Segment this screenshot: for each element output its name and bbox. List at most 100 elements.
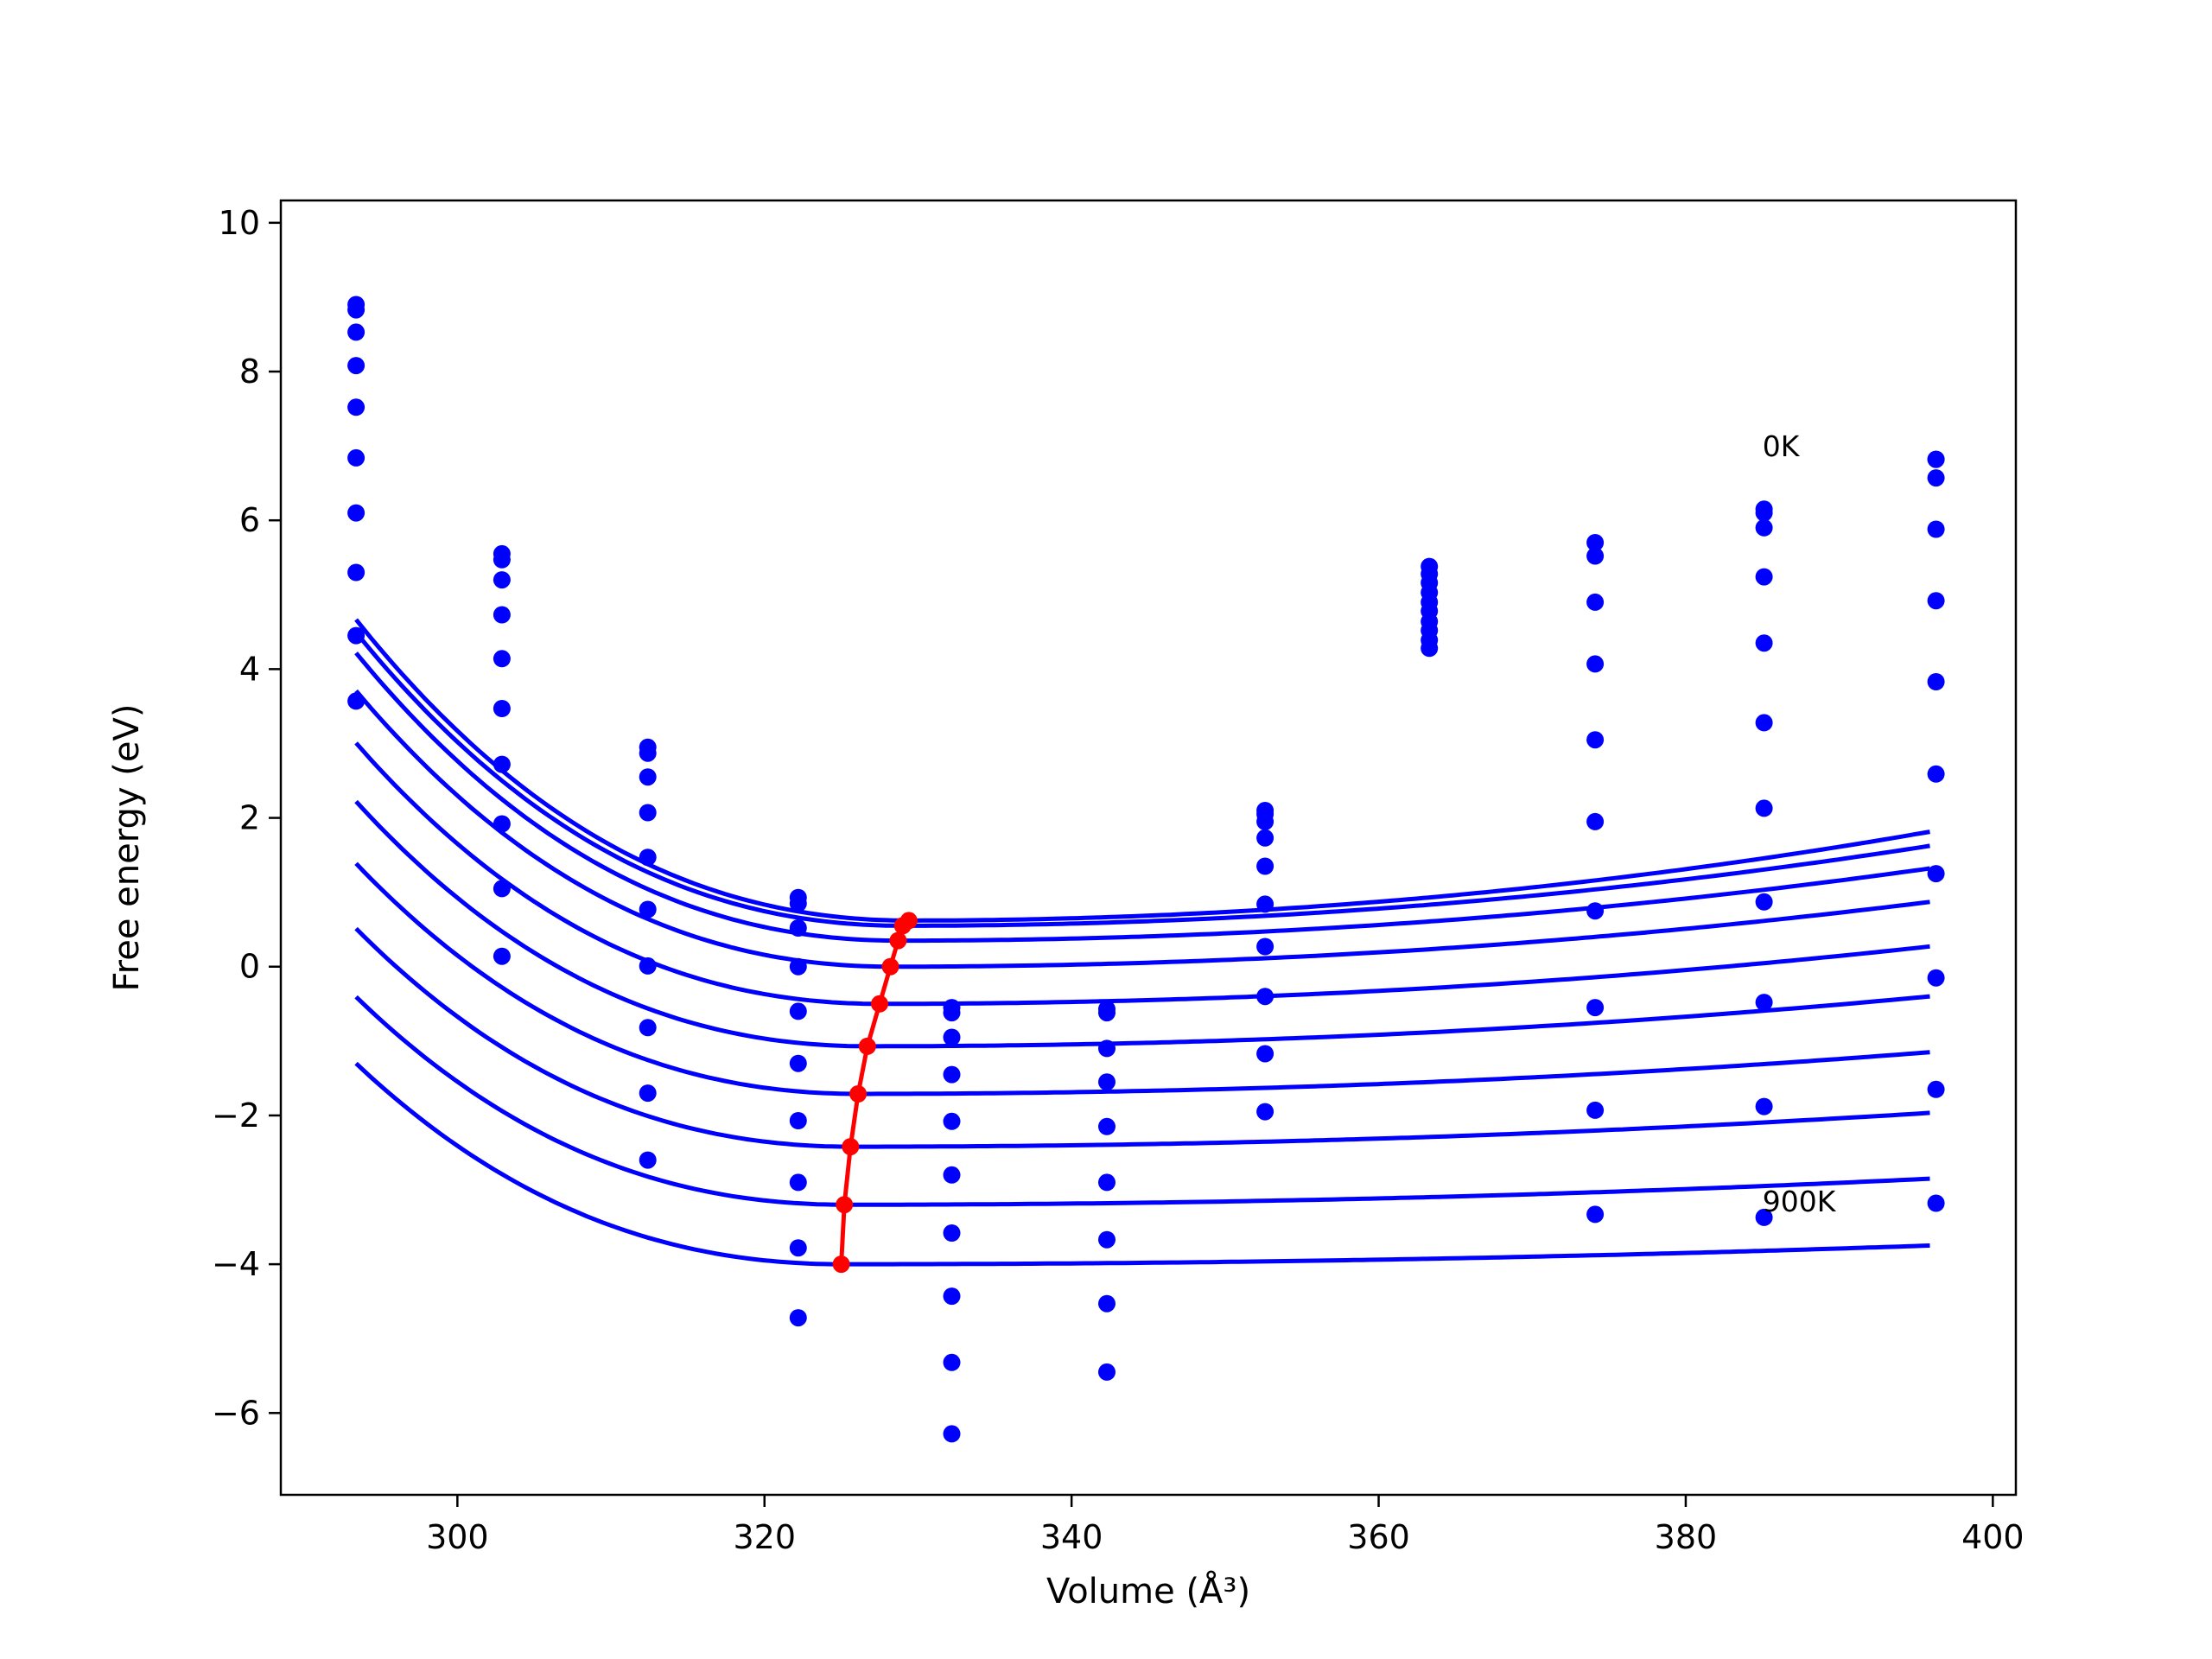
data-point [493,550,511,569]
data-point [1098,1363,1116,1381]
data-point [1927,469,1945,487]
data-point [943,1112,961,1130]
data-point [639,849,657,867]
data-point [639,1084,657,1103]
data-point [493,650,511,668]
data-point [639,957,657,975]
fit-curve-5 [354,799,1930,1049]
data-point [1586,655,1605,673]
data-point [789,1173,807,1192]
data-point [1098,1294,1116,1313]
data-point [943,1425,961,1443]
minimum-point [858,1037,876,1055]
data-point [789,1054,807,1072]
minimum-point [836,1196,854,1214]
data-point [1586,593,1605,611]
data-point [493,755,511,773]
data-point [1755,994,1773,1012]
data-point [1755,1208,1773,1226]
data-point [1755,504,1773,522]
data-point [789,1239,807,1257]
data-point [493,947,511,965]
data-point [639,1019,657,1037]
data-point [1098,1073,1116,1091]
data-point [493,815,511,833]
data-point [1755,634,1773,652]
data-point [1927,520,1945,538]
minimum-point [832,1255,850,1274]
y-tick-label: −2 [212,1096,260,1135]
data-point [1927,592,1945,610]
data-point [1755,518,1773,537]
axes-frame [279,199,2018,1497]
data-point [943,1166,961,1184]
y-tick-label: 2 [239,799,260,837]
fit-curve-2 [354,652,1930,944]
data-point [1755,893,1773,911]
data-point [347,448,365,467]
data-point [1098,1117,1116,1135]
minimum-point [849,1085,868,1103]
minimum-point [881,957,899,976]
data-point [1586,534,1605,551]
data-points [347,296,1945,1443]
x-tick-label: 340 [1040,1518,1103,1556]
data-point [1586,902,1605,920]
fit-curves [354,618,1930,1267]
data-point [347,563,365,582]
data-point [347,504,365,522]
fit-curve-3 [354,689,1930,969]
data-point [1421,639,1439,658]
x-tick-label: 320 [733,1518,796,1556]
y-axis: −6 −4 −2 0 2 4 6 8 10 [212,204,281,1432]
data-point [1098,1230,1116,1249]
x-axis: 300 320 340 360 380 400 [426,1495,2024,1556]
data-point [789,919,807,937]
x-tick-label: 300 [426,1518,489,1556]
data-point [493,880,511,898]
data-point [943,1065,961,1084]
data-point [1927,1080,1945,1098]
y-tick-label: −4 [212,1245,260,1283]
plot-area [347,296,1945,1443]
x-tick-label: 400 [1961,1518,2024,1556]
data-point [1256,829,1274,847]
data-point [1586,547,1605,565]
data-point [789,894,807,912]
y-tick-label: 4 [239,650,260,688]
data-point [789,1309,807,1327]
y-axis-label: Free energy (eV) [107,704,147,992]
y-tick-label: 6 [239,501,260,539]
data-point [1755,568,1773,586]
data-point [943,1004,961,1022]
x-tick-label: 360 [1347,1518,1410,1556]
data-point [639,804,657,822]
fit-curve-1 [354,631,1930,928]
data-point [1256,857,1274,875]
data-point [347,301,365,319]
y-tick-label: 10 [219,204,260,242]
data-point [493,700,511,717]
data-point [1256,812,1274,830]
data-point [1927,450,1945,468]
y-tick-label: −6 [212,1394,260,1432]
minimum-point [889,931,907,950]
data-point [493,571,511,589]
data-point [347,357,365,375]
annotation-900k: 900K [1763,1185,1837,1218]
minimum-point [842,1138,860,1156]
data-point [347,692,365,710]
data-point [639,900,657,918]
x-axis-label: Volume (Å³) [1046,1570,1250,1611]
data-point [943,1028,961,1046]
data-point [639,1151,657,1169]
data-point [639,744,657,762]
y-tick-label: 0 [239,948,260,986]
x-tick-label: 380 [1655,1518,1718,1556]
data-point [347,323,365,341]
data-point [943,1287,961,1306]
data-point [1586,1205,1605,1224]
data-point [1256,1045,1274,1063]
data-point [1586,999,1605,1017]
